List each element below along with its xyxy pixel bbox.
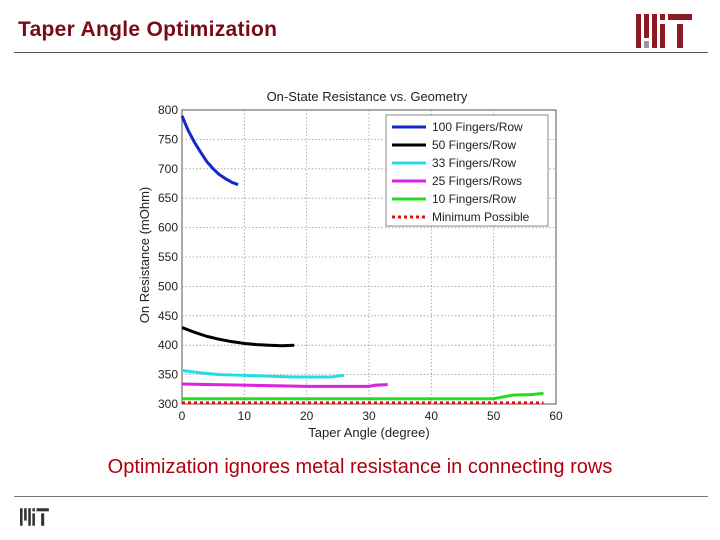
legend-label: 10 Fingers/Row [432, 192, 516, 206]
x-tick-label: 40 [425, 409, 439, 423]
legend-label: 25 Fingers/Rows [432, 174, 522, 188]
y-tick-label: 600 [158, 221, 178, 235]
y-tick-label: 350 [158, 368, 178, 382]
y-tick-label: 400 [158, 338, 178, 352]
series-line-4 [182, 391, 544, 401]
mit-logo-small-icon [20, 508, 49, 526]
legend-label: 33 Fingers/Row [432, 156, 516, 170]
y-tick-label: 550 [158, 250, 178, 264]
mit-logo-icon [636, 14, 692, 48]
legend: 100 Fingers/Row 50 Fingers/Row 33 Fingers/… [385, 114, 549, 227]
slide-caption: Optimization ignores metal resistance in… [107, 456, 613, 478]
x-tick-label: 30 [362, 409, 376, 423]
y-tick-label: 500 [158, 279, 178, 293]
x-tick-label: 60 [549, 409, 563, 423]
y-tick-label: 300 [158, 397, 178, 411]
legend-box [385, 114, 549, 227]
x-tick-labels: 0 10 20 30 40 50 60 [179, 409, 563, 423]
footer-divider [14, 496, 708, 497]
y-axis-label: On Resistance (mOhm) [137, 187, 152, 324]
y-tick-label: 750 [158, 132, 178, 146]
y-tick-label: 700 [158, 162, 178, 176]
slide-title: Taper Angle Optimization [18, 18, 278, 41]
legend-label: Minimum Possible [432, 210, 530, 224]
x-axis-label: Taper Angle (degree) [308, 425, 429, 440]
y-tick-label: 650 [158, 191, 178, 205]
series-line-1 [181, 326, 295, 348]
series-lines [180, 115, 544, 405]
x-tick-label: 0 [179, 409, 186, 423]
series-line-0 [180, 115, 239, 187]
y-tick-label: 800 [158, 103, 178, 117]
x-tick-label: 10 [238, 409, 252, 423]
x-tick-label: 50 [487, 409, 501, 423]
legend-label: 50 Fingers/Row [432, 138, 516, 152]
y-tick-labels: 300 350 400 450 500 550 600 650 700 750 800 [158, 103, 178, 411]
series-line-3 [181, 382, 388, 388]
y-tick-label: 450 [158, 309, 178, 323]
series-line-2 [181, 368, 345, 379]
x-tick-label: 20 [300, 409, 314, 423]
title-divider [14, 52, 708, 53]
chart-title: On-State Resistance vs. Geometry [267, 89, 468, 104]
legend-label: 100 Fingers/Row [432, 120, 523, 134]
